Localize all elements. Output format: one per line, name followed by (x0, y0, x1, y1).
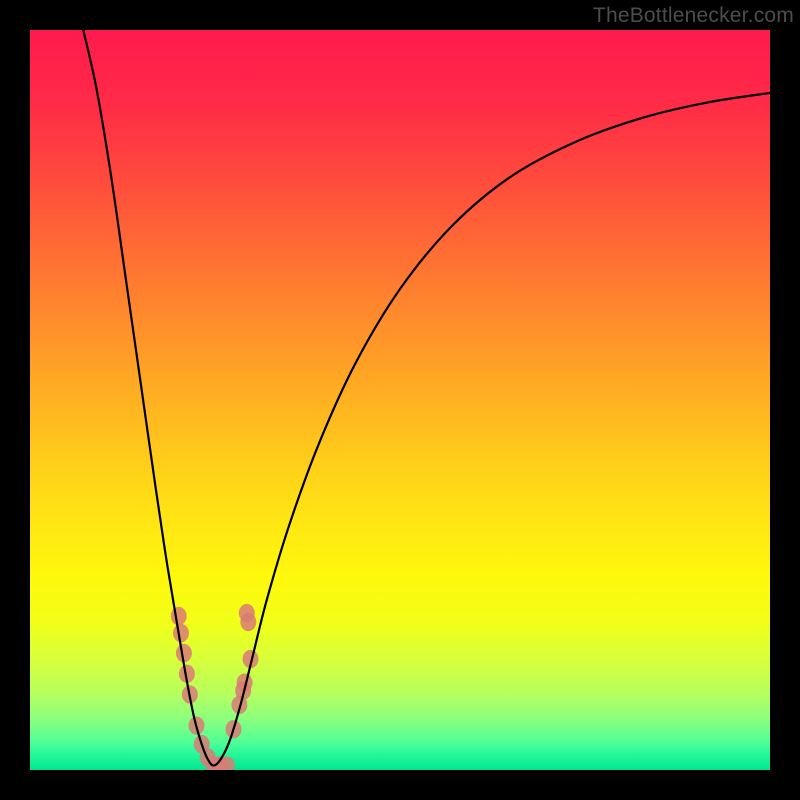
watermark-label: TheBottlenecker.com (593, 4, 794, 28)
gradient-background (30, 30, 770, 770)
chart-container: TheBottlenecker.com (0, 0, 800, 800)
